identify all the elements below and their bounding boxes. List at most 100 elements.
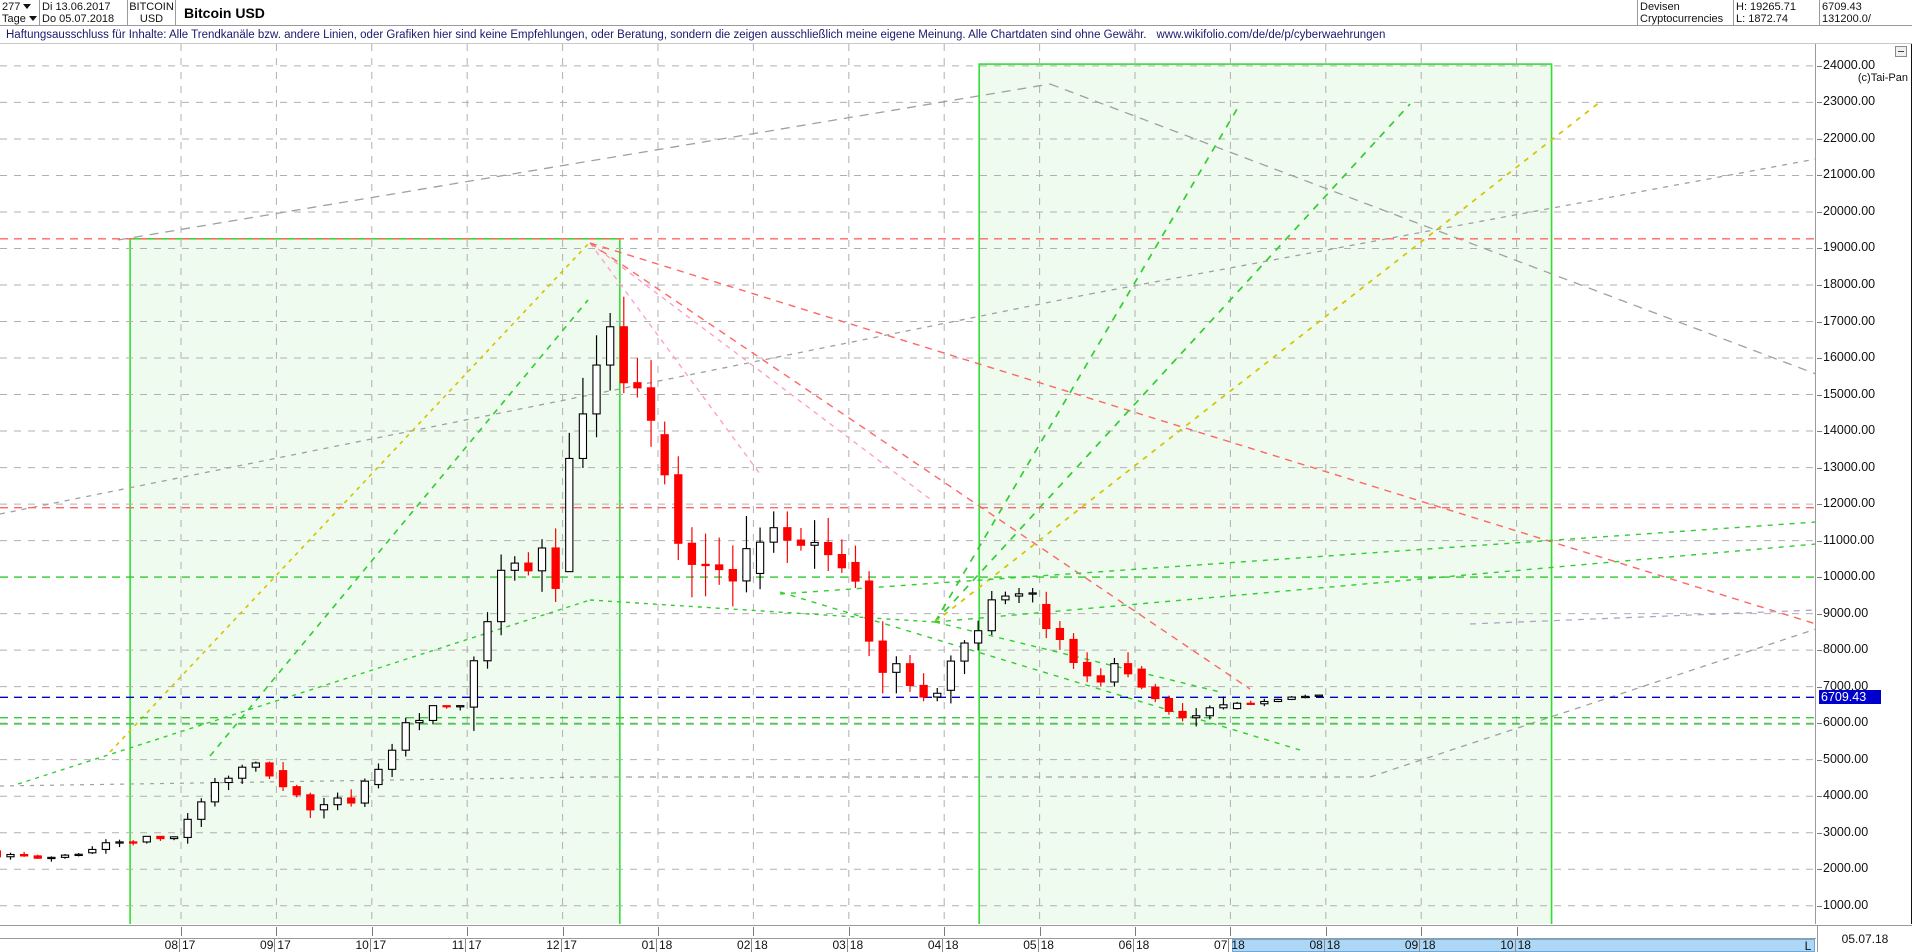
candle-body[interactable] xyxy=(265,762,274,777)
trendline-green-rising-box2-steep[interactable] xyxy=(934,103,1241,623)
minimize-icon[interactable] xyxy=(1895,46,1907,57)
candle-body[interactable] xyxy=(401,722,410,751)
candle-body[interactable] xyxy=(1123,663,1133,675)
candle-body[interactable] xyxy=(755,541,765,575)
candle-body[interactable] xyxy=(469,660,479,708)
trendline-grey-channel-lower-2[interactable] xyxy=(1089,158,1816,295)
candle-body[interactable] xyxy=(1205,707,1214,717)
candle-body[interactable] xyxy=(347,797,356,804)
candle-body[interactable] xyxy=(837,554,846,569)
candle-body[interactable] xyxy=(674,474,683,544)
candle-body[interactable] xyxy=(1151,686,1160,700)
candle-body[interactable] xyxy=(1083,661,1092,677)
candle-body[interactable] xyxy=(864,580,874,642)
bars-count-selector[interactable]: 277 Tage xyxy=(0,0,40,25)
candle-body[interactable] xyxy=(306,794,315,811)
candle-body[interactable] xyxy=(987,599,996,632)
candle-body[interactable] xyxy=(496,569,506,623)
candle-body[interactable] xyxy=(1164,697,1174,712)
trendline-grey-rising-lowerleft[interactable] xyxy=(0,776,591,787)
chevron-down-icon[interactable] xyxy=(28,16,37,21)
candle-body[interactable] xyxy=(142,835,151,843)
candle-body[interactable] xyxy=(1314,694,1323,697)
candle-body[interactable] xyxy=(933,692,942,698)
candle-body[interactable] xyxy=(851,561,860,582)
trendline-green-rising-box2-mid[interactable] xyxy=(934,103,1411,623)
candle-body[interactable] xyxy=(238,766,247,779)
candle-body[interactable] xyxy=(1192,715,1201,719)
candle-body[interactable] xyxy=(565,457,574,573)
candle-body[interactable] xyxy=(101,842,111,851)
candle-body[interactable] xyxy=(728,569,737,582)
candle-body[interactable] xyxy=(973,630,983,644)
candle-body[interactable] xyxy=(1219,704,1228,709)
candle-body[interactable] xyxy=(278,770,288,788)
candle-body[interactable] xyxy=(1232,702,1242,710)
candle-body[interactable] xyxy=(129,841,138,844)
candle-body[interactable] xyxy=(47,856,56,860)
candle-body[interactable] xyxy=(905,663,915,686)
candle-body[interactable] xyxy=(88,848,97,854)
candle-body[interactable] xyxy=(1028,592,1037,595)
time-axis[interactable]: 08 17 09 17 10 17 11 17 12 17 01 18 02 18 03 18 04 18 05 18… xyxy=(0,925,1912,952)
candle-body[interactable] xyxy=(60,854,70,858)
trendline-yellow-rising-box2[interactable] xyxy=(934,101,1601,623)
candle-body[interactable] xyxy=(510,562,519,571)
candle-body[interactable] xyxy=(183,818,192,839)
accumulation-box-2[interactable] xyxy=(978,63,1553,924)
candle-body[interactable] xyxy=(919,684,928,698)
candle-body[interactable] xyxy=(197,801,206,820)
candle-body[interactable] xyxy=(1260,700,1269,705)
candle-body[interactable] xyxy=(742,548,751,582)
candle-body[interactable] xyxy=(1055,627,1065,640)
trendline-green-rising-flat[interactable] xyxy=(779,521,1816,595)
candle-body[interactable] xyxy=(633,382,642,389)
candle-body[interactable] xyxy=(578,413,588,460)
trendline-grey-channel-top-left[interactable] xyxy=(117,83,1051,241)
candle-body[interactable] xyxy=(387,749,397,770)
candle-body[interactable] xyxy=(537,547,547,572)
trendline-grey-right-flat[interactable] xyxy=(1469,609,1816,625)
disclaimer-url[interactable]: www.wikifolio.com/de/de/p/cyberwaehrunge… xyxy=(1156,28,1386,41)
candle-body[interactable] xyxy=(415,719,424,724)
candle-body[interactable] xyxy=(810,541,819,546)
candle-body[interactable] xyxy=(715,564,724,571)
candle-body[interactable] xyxy=(960,642,969,662)
trendline-green-support-bottom[interactable] xyxy=(17,599,591,785)
candle-body[interactable] xyxy=(442,705,451,708)
trendline-green-support-bottom-ext[interactable] xyxy=(589,599,936,623)
candle-body[interactable] xyxy=(251,762,260,768)
candle-body[interactable] xyxy=(6,853,15,858)
accumulation-box-1[interactable] xyxy=(129,238,621,924)
candle-body[interactable] xyxy=(1137,668,1146,688)
trendline-grey-channel-lower[interactable] xyxy=(0,293,1091,515)
candle-body[interactable] xyxy=(687,542,697,565)
trendline-pink-fan-1[interactable] xyxy=(589,242,761,475)
candle-body[interactable] xyxy=(701,563,710,567)
candle-body[interactable] xyxy=(33,855,42,859)
scale-mode-label[interactable]: L xyxy=(1804,938,1812,952)
trendline-green-channel-left[interactable] xyxy=(209,299,589,757)
trendline-pink-fan-2[interactable] xyxy=(589,242,931,500)
candle-body[interactable] xyxy=(769,527,778,543)
candle-body[interactable] xyxy=(646,387,656,421)
candle-body[interactable] xyxy=(210,781,220,803)
candle-body[interactable] xyxy=(224,777,233,784)
candle-body[interactable] xyxy=(606,326,615,366)
candle-body[interactable] xyxy=(1014,593,1024,597)
candle-body[interactable] xyxy=(74,853,83,857)
candle-body[interactable] xyxy=(319,804,329,811)
candle-body[interactable] xyxy=(878,640,887,673)
candle-body[interactable] xyxy=(796,539,806,546)
date-range[interactable]: Di 13.06.2017 Do 05.07.2018 xyxy=(40,0,128,25)
candle-body[interactable] xyxy=(524,562,533,572)
candle-body[interactable] xyxy=(619,326,628,384)
candle-body[interactable] xyxy=(360,780,369,804)
candle-body[interactable] xyxy=(483,621,492,662)
candle-body[interactable] xyxy=(1178,710,1187,719)
candle-body[interactable] xyxy=(374,768,383,786)
trendline-grey-channel-upper[interactable] xyxy=(1049,83,1816,375)
trendline-red-descending-2[interactable] xyxy=(589,242,1251,690)
candle-body[interactable] xyxy=(19,853,29,857)
candle-body[interactable] xyxy=(1096,675,1105,683)
